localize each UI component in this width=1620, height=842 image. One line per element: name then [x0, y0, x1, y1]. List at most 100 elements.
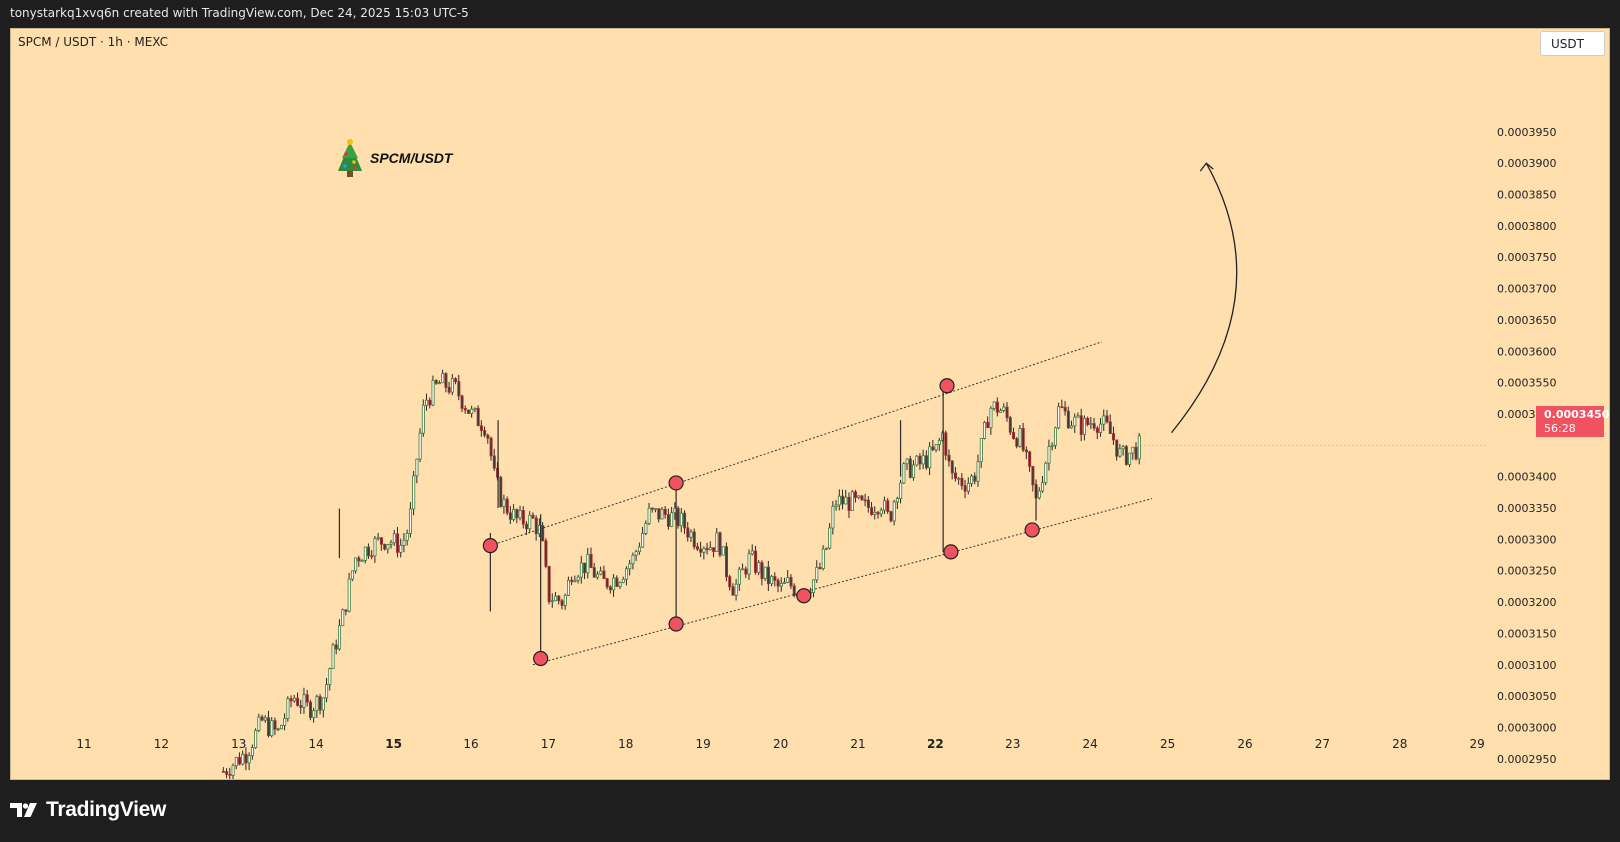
currency-button[interactable]: USDT	[1540, 31, 1605, 56]
candle-body	[628, 563, 632, 570]
candle-body	[966, 483, 970, 492]
candle-body	[718, 532, 722, 556]
candle-body	[889, 511, 893, 522]
candle-body	[766, 566, 770, 585]
candle-body	[396, 533, 400, 553]
pivot-marker	[796, 588, 812, 604]
candle-body	[692, 531, 696, 548]
candle-body	[1082, 417, 1086, 435]
candle-body	[402, 539, 406, 546]
candle-body	[486, 434, 490, 439]
candle-body	[357, 557, 361, 562]
candle-body	[812, 579, 816, 594]
y-tick-label: 0.0003950	[1497, 126, 1557, 139]
x-tick-label: 12	[154, 737, 169, 751]
candle-body	[744, 568, 748, 575]
candle-body	[1005, 406, 1009, 419]
candle-body	[334, 644, 338, 650]
candle-body	[296, 697, 300, 706]
candle-body	[431, 380, 435, 406]
candle-body	[279, 725, 283, 730]
candle-body	[612, 577, 616, 591]
pivot-marker	[1024, 522, 1040, 538]
y-tick-label: 0.0003250	[1497, 565, 1557, 578]
candle-body	[241, 753, 245, 765]
candle-body	[779, 583, 783, 587]
candle-body	[544, 540, 548, 567]
candle-body	[863, 499, 867, 502]
y-tick-label: 0.0002950	[1497, 753, 1557, 766]
tradingview-logo-icon	[10, 803, 37, 817]
candle-body	[773, 576, 777, 581]
x-tick-label: 18	[618, 737, 633, 751]
candle-body	[634, 551, 638, 556]
candle-body	[776, 579, 780, 587]
candle-body	[944, 432, 948, 456]
candle-body	[712, 547, 716, 552]
candle-body	[725, 546, 729, 578]
candle-body	[1066, 410, 1070, 429]
candle-body	[931, 446, 935, 451]
candle-body	[750, 550, 754, 555]
candle-body	[702, 547, 706, 553]
candle-body	[857, 495, 861, 498]
candle-body	[992, 401, 996, 409]
candle-body	[979, 438, 983, 463]
candle-body	[325, 684, 329, 699]
candle-body	[341, 609, 345, 627]
candle-body	[734, 583, 738, 596]
candle-body	[679, 512, 683, 527]
candle-body	[1089, 423, 1093, 426]
candle-body	[654, 508, 658, 511]
candle-body	[276, 728, 280, 731]
candle-body	[599, 570, 603, 575]
candle-body	[928, 446, 932, 469]
candle-body	[686, 527, 690, 538]
candle-body	[270, 720, 274, 737]
candle-body	[1015, 438, 1019, 447]
candle-body	[786, 577, 790, 583]
candle-body	[660, 508, 664, 520]
candle-body	[886, 500, 890, 513]
candle-body	[647, 507, 651, 524]
candle-body	[934, 444, 938, 451]
candle-body	[986, 421, 990, 429]
candle-body	[676, 507, 680, 527]
candle-body	[467, 409, 471, 414]
candle-body	[267, 717, 271, 737]
candle-body	[463, 408, 467, 411]
tradingview-logo[interactable]: TradingView	[10, 798, 166, 822]
x-tick-label: 17	[541, 737, 556, 751]
candle-body	[657, 508, 661, 520]
candle-body	[860, 495, 864, 501]
candle-body	[1024, 449, 1028, 453]
candle-body	[350, 570, 354, 580]
candle-body	[1128, 452, 1132, 465]
candle-body	[976, 461, 980, 482]
candle-body	[489, 437, 493, 457]
candle-body	[908, 458, 912, 478]
candle-body	[899, 482, 903, 499]
candle-body	[999, 410, 1003, 413]
candle-body	[854, 491, 858, 498]
candle-body	[670, 512, 674, 527]
candle-body	[731, 586, 735, 596]
y-tick-label: 0.0003900	[1497, 157, 1557, 170]
candle-body	[621, 578, 625, 583]
candle-body	[1086, 417, 1090, 426]
symbol-legend[interactable]: SPCM / USDT · 1h · MEXC	[18, 35, 169, 49]
candle-body	[912, 464, 916, 478]
candle-body	[312, 710, 316, 718]
candle-body	[576, 576, 580, 581]
candle-body	[444, 373, 448, 388]
candle-body	[1037, 490, 1041, 499]
chart-panel[interactable]: 0.0003950 0.0003900 0.0003850 0.0003800 0.00…	[10, 28, 1610, 780]
candle-body	[1079, 415, 1083, 435]
candle-body	[541, 525, 545, 542]
candle-body	[263, 717, 267, 721]
pivot-marker	[943, 544, 959, 560]
price-chart-svg[interactable]: 0.0003950 0.0003900 0.0003850 0.0003800 0.00…	[11, 29, 1609, 779]
candle-body	[960, 477, 964, 487]
candle-body	[866, 499, 870, 508]
candle-body	[918, 455, 922, 465]
